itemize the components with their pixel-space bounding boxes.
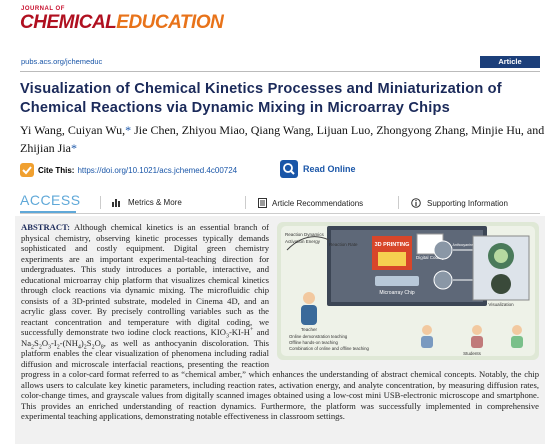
graphic-label: Students (463, 351, 482, 356)
author-names: Yi Wang, Cuiyan Wu, (20, 123, 126, 137)
graphic-label: Visualization (488, 302, 514, 307)
journal-url[interactable]: pubs.acs.org/jchemeduc (21, 57, 103, 66)
text: -(NH (59, 337, 78, 348)
text: O (94, 337, 101, 348)
cite: Cite This: https://doi.org/10.1021/acs.j… (20, 160, 237, 180)
icon (411, 198, 421, 208)
icon (258, 198, 267, 208)
graphic-label: Teacher (301, 327, 318, 332)
cite-label: Cite This: (38, 165, 75, 175)
author-names: Jie Chen, Zhiyou Miao, Qiang Wang, Lijua… (20, 123, 545, 155)
link-text: Article Recommendations (272, 198, 364, 208)
bullet: Combination of online and offline teachi… (289, 346, 370, 351)
separator (398, 196, 399, 209)
graphic-label: Activation Energy (285, 239, 321, 244)
superscript: + (249, 327, 254, 334)
graphical-abstract: 3D PRINTING Digital Coding Microarray Ch… (277, 222, 539, 360)
journal-name: EDUCATION (116, 12, 224, 33)
bullet: Online demonstration teaching (289, 334, 348, 339)
metrics-link[interactable]: Metrics & More (112, 198, 182, 207)
text: S (86, 337, 92, 348)
icon (112, 199, 120, 207)
corresponding-mark: * (125, 123, 132, 137)
abstract-label: ABSTRACT: (21, 222, 71, 232)
graphic-label: Anthocyanins (452, 243, 473, 247)
article-title: Visualization of Chemical Kinetics Proce… (20, 81, 502, 116)
journal-logo[interactable]: CHEMICALEDUCATION (20, 12, 224, 34)
separator (100, 196, 101, 209)
access-bar (20, 193, 540, 214)
text: -I (51, 337, 57, 348)
graphic-label: Reaction Dynamics (285, 232, 325, 237)
text: and Na (21, 327, 269, 348)
article-type: Article (480, 56, 540, 68)
graphic-label: Digital Coding (416, 255, 445, 260)
access-label: ACCESS (20, 192, 81, 208)
read-online[interactable]: Read Online (280, 160, 356, 178)
doi-link[interactable]: https://doi.org/10.1021/acs.jchemed.4c00… (77, 165, 238, 175)
text: Although chemical kinetics is an essenti… (21, 222, 269, 337)
cite-icon (20, 163, 34, 177)
authors: Yi Wang, Cuiyan Wu,* Jie Chen, Zhiyou Mi… (20, 121, 545, 157)
corresponding-mark: * (71, 141, 77, 155)
supporting-link[interactable]: Supporting Information (411, 198, 508, 208)
text: ) (80, 337, 84, 348)
abstract: 3D PRINTING Digital Coding Microarray Ch… (15, 216, 545, 444)
divider (20, 71, 540, 72)
graphic-label: Reaction Rate (329, 242, 358, 247)
subscript: 3 (225, 333, 229, 340)
text: -KI-H (228, 327, 250, 337)
read-online-label: Read Online (303, 164, 356, 174)
graphic-label: 3D PRINTING (375, 242, 410, 248)
abstract-text: Although chemical kinetics is an essenti… (21, 222, 539, 421)
read-icon (280, 160, 298, 178)
graphic-label: Microarray Chip (379, 290, 415, 296)
text: S (34, 337, 39, 348)
text: , as well as anthocyanin discoloration. … (21, 337, 539, 422)
link-text: Metrics & More (128, 198, 182, 207)
text: O (41, 337, 49, 348)
access-underline (20, 211, 76, 213)
bullet: Offline hands-on teaching (289, 340, 339, 345)
recommendations-link[interactable]: Article Recommendations (258, 198, 363, 208)
separator (245, 196, 246, 209)
journal-name: CHEMICAL (20, 12, 117, 33)
journal-small: JOURNAL OF (21, 6, 65, 12)
link-text: Supporting Information (427, 198, 508, 208)
